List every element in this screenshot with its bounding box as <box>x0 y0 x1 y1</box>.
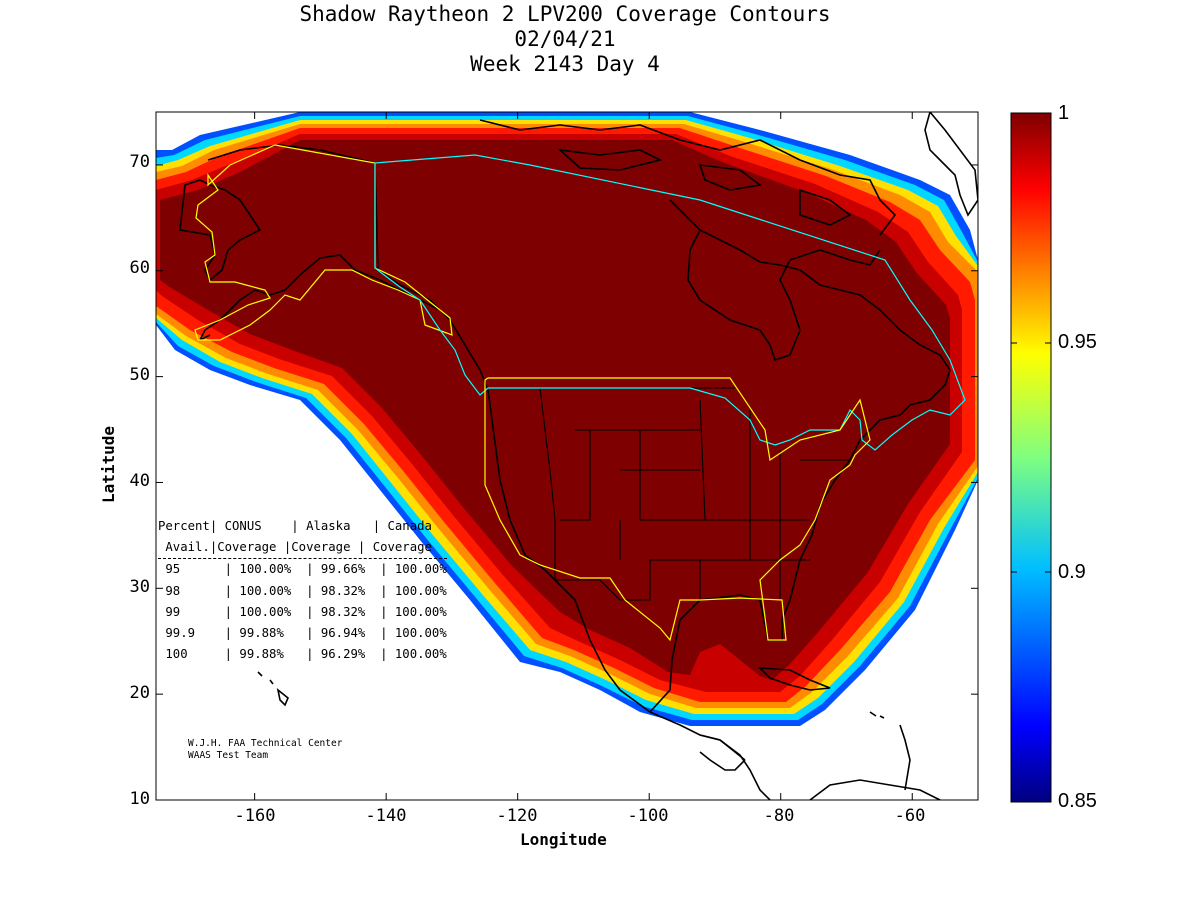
coastline-westcoast <box>449 319 746 761</box>
chart-date: 02/04/21 <box>514 27 616 51</box>
alaska-boundary <box>194 144 453 341</box>
credits-line: W.J.H. FAA Technical Center <box>188 738 343 749</box>
conus-boundary <box>484 377 871 642</box>
coastlines <box>179 112 978 800</box>
coastline-hawaii <box>257 671 289 707</box>
coastline-gulf-east <box>649 199 951 713</box>
colorbar-ticks <box>1011 342 1051 573</box>
stats-row: 98 | 100.00% | 98.32% | 100.00% <box>158 583 447 598</box>
coverage-contours <box>156 112 978 726</box>
x-tick-label: -120 <box>496 806 538 826</box>
x-tick-label: -80 <box>763 806 795 826</box>
contour-core <box>160 140 950 680</box>
y-tick-label: 30 <box>129 577 150 597</box>
y-tick-label: 50 <box>129 365 150 385</box>
stats-header-row: Percent| CONUS | Alaska | Canada <box>158 519 432 533</box>
coverage-stats-table: Percent| CONUS | Alaska | Canada Avail.|… <box>158 516 447 665</box>
credits-line: WAAS Test Team <box>188 750 269 761</box>
stats-row: 100 | 99.88% | 96.29% | 100.00% <box>158 647 447 662</box>
y-tick-label: 70 <box>129 152 150 172</box>
y-tick-label: 60 <box>129 258 150 278</box>
coastline-central-america <box>699 734 771 800</box>
x-tick-label: -60 <box>894 806 926 826</box>
coastline-greenland <box>924 112 978 217</box>
y-tick-label: 40 <box>129 471 150 491</box>
colorbar <box>1010 112 1052 803</box>
coastline-south-america <box>809 779 941 800</box>
credits: W.J.H. FAA Technical Center WAAS Test Te… <box>188 738 342 762</box>
stats-row: 95 | 100.00% | 99.66% | 100.00% <box>158 562 447 577</box>
stats-row: 99.9 | 99.88% | 96.94% | 100.00% <box>158 626 447 641</box>
colorbar-tick-label: 0.95 <box>1058 331 1097 353</box>
colorbar-tick-label: 0.9 <box>1058 561 1086 583</box>
region-boundaries <box>194 144 966 642</box>
tick-marks <box>156 112 978 801</box>
stats-row: 99 | 100.00% | 98.32% | 100.00% <box>158 604 447 619</box>
y-tick-label: 10 <box>129 789 150 809</box>
y-axis-label: Latitude <box>99 425 119 504</box>
coastline-cuba <box>757 667 831 691</box>
coastline-arctic <box>479 119 897 236</box>
x-tick-label: -100 <box>627 806 669 826</box>
coastline-hudson-bay <box>687 229 881 362</box>
coastline-caribbean-islands <box>869 711 911 791</box>
plot-frame <box>155 111 979 801</box>
colorbar-tick-label: 1 <box>1058 102 1070 124</box>
stats-header-row: Avail.|Coverage |Coverage | Coverage <box>158 537 447 560</box>
canada-boundary <box>374 154 966 451</box>
colorbar-tick-label: 0.85 <box>1058 790 1097 812</box>
chart-title: Shadow Raytheon 2 LPV200 Coverage Contou… <box>299 2 831 26</box>
y-tick-label: 20 <box>129 683 150 703</box>
x-tick-label: -160 <box>234 806 276 826</box>
x-tick-label: -140 <box>365 806 407 826</box>
x-axis-label: Longitude <box>520 830 607 849</box>
chart-week-day: Week 2143 Day 4 <box>470 52 660 76</box>
